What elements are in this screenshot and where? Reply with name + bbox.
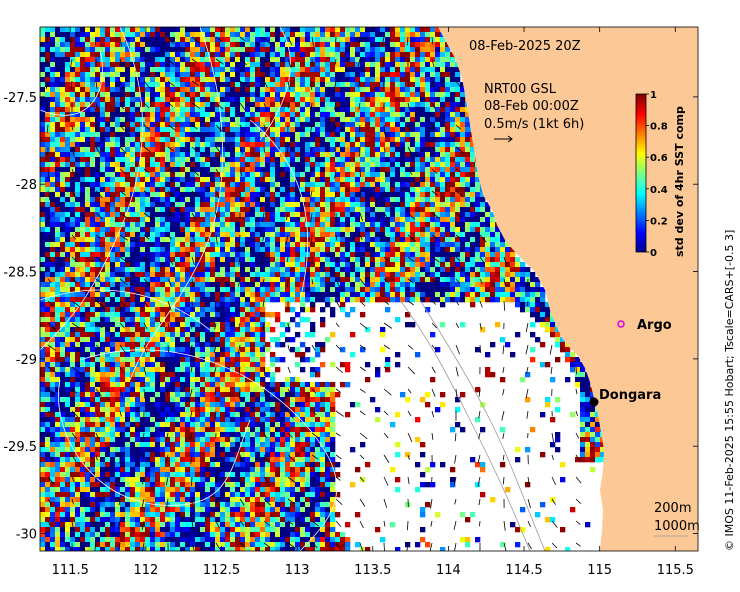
longitude-axis: 111.5 112 112.5 113 113.5 114 114.5 115 115.5	[52, 27, 694, 578]
place-label-argo: Argo	[637, 318, 672, 333]
scale-arrow-icon	[494, 135, 513, 143]
sst-contours	[40, 27, 338, 551]
isobath-contours	[399, 299, 546, 551]
colorbar-tick-label: 1	[650, 90, 657, 101]
latitude-axis: -27.5 -28 -28.5 -29 -29.5 -30	[3, 91, 698, 543]
lon-tick-label: 114	[436, 563, 461, 578]
colorbar-tick-label: 0.2	[650, 216, 668, 227]
land-mass	[438, 27, 698, 551]
lat-tick-label: -30	[16, 528, 37, 543]
lon-tick-label: 111.5	[52, 563, 89, 578]
argo-marker-icon	[617, 320, 625, 328]
isobath-label-1000m: 1000m	[654, 519, 700, 534]
sst-std-dev-field	[40, 27, 606, 551]
lon-tick-label: 114.5	[505, 563, 542, 578]
colorbar-tick-label: 0.6	[650, 153, 668, 164]
lat-tick-label: -29	[16, 353, 37, 368]
isobath-label-200m: 200m	[654, 501, 691, 516]
lon-tick-label: 113	[285, 563, 310, 578]
lon-tick-label: 115	[587, 563, 612, 578]
map-date-title: 08-Feb-2025 20Z	[469, 39, 581, 54]
colorbar-tick-label: 0	[650, 248, 657, 259]
lon-tick-label: 112.5	[203, 563, 240, 578]
current-vectors	[45, 36, 582, 551]
colorbar-gradient	[635, 93, 647, 253]
lon-tick-label: 112	[133, 563, 158, 578]
credit-text: © IMOS 11-Feb-2025 15:55 Hobart; Tscale=…	[723, 230, 736, 551]
lat-tick-label: -28	[16, 178, 37, 193]
current-scale-label: 0.5m/s (1kt 6h)	[484, 117, 584, 132]
lat-tick-label: -27.5	[3, 91, 37, 106]
colorbar-title: std dev of 4hr SST comp	[673, 106, 686, 257]
lat-tick-label: -29.5	[3, 440, 37, 455]
colorbar-tick-label: 0.4	[650, 185, 668, 196]
place-label-dongara: Dongara	[599, 388, 661, 403]
lon-tick-label: 113.5	[354, 563, 391, 578]
colorbar-tick-label: 0.8	[650, 122, 668, 133]
lon-tick-label: 115.5	[657, 563, 694, 578]
current-time-label: 08-Feb 00:00Z	[484, 99, 579, 114]
current-source-label: NRT00 GSL	[484, 82, 557, 97]
dongara-marker-icon	[589, 397, 599, 407]
plot-frame	[39, 26, 699, 552]
colorbar: 0 0.2 0.4 0.6 0.8 1 std dev of 4hr SST comp	[635, 90, 686, 259]
lat-tick-label: -28.5	[3, 266, 37, 281]
